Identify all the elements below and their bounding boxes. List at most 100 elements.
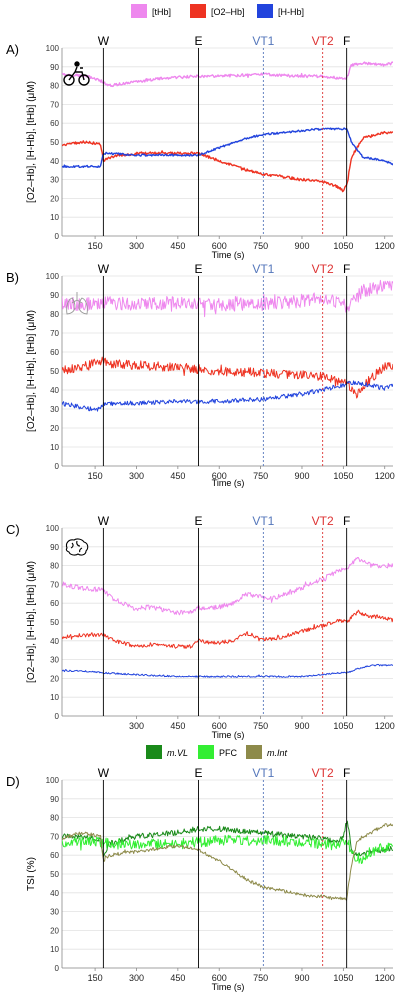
y-tick-label: 100 [46,776,60,785]
legend-swatch-vl [146,745,162,759]
marker-label: W [98,34,110,48]
x-tick-label: 750 [253,471,268,481]
y-tick-label: 10 [50,443,59,452]
legend-swatch-thb [131,4,147,18]
plot-area: 0 10 20 30 40 50 60 70 80 90 100 150 300 450 600 750 900… [46,34,395,251]
y-tick-label: 70 [50,580,59,589]
x-tick-label: 600 [212,721,227,731]
marker-label: VT2 [312,766,334,780]
y-tick-label: 90 [50,291,59,300]
series-line [62,61,393,88]
y-tick-label: 60 [50,851,59,860]
series-line [62,823,393,901]
marker-label: F [343,766,350,780]
x-tick-label: 600 [212,241,227,251]
y-tick-label: 0 [55,462,60,471]
y-tick-label: 100 [46,272,60,281]
x-tick-label: 300 [129,721,144,731]
brain-icon [65,538,89,556]
marker-label: VT1 [252,34,274,48]
y-axis-title: [O2–Hb], [H-Hb], [tHb] (μM) [26,310,37,432]
x-axis-title: Time (s) [212,730,245,740]
marker-label: W [98,766,110,780]
y-tick-label: 0 [55,712,60,721]
y-tick-label: 70 [50,329,59,338]
marker-label: E [195,766,203,780]
panel-label: D) [6,774,20,789]
x-tick-label: 150 [88,471,103,481]
series-group [62,557,393,678]
y-tick-label: 10 [50,213,59,222]
series-line [62,557,393,616]
x-tick-label: 450 [170,973,185,983]
panel-label: C) [6,522,20,537]
x-tick-label: 150 [88,241,103,251]
legend-swatch-hhb [257,4,273,18]
plot-area: 0 10 20 30 40 50 60 70 80 90 100 150 300 450 600 750 900… [46,766,395,983]
legend-top: [tHb] [O2–Hb] [H-Hb] [131,4,304,18]
y-axis-title: TSI (%) [26,857,37,891]
y-tick-label: 70 [50,832,59,841]
y-tick-label: 30 [50,908,59,917]
x-tick-label: 300 [129,241,144,251]
y-tick-label: 70 [50,100,59,109]
legend-swatch-int [246,745,262,759]
y-tick-label: 80 [50,814,59,823]
legend-bottom: m.VL PFC m.Int [146,745,288,759]
y-tick-label: 100 [46,524,60,533]
x-tick-label: 900 [294,471,309,481]
marker-label: F [343,514,350,528]
marker-label: VT1 [252,514,274,528]
plot-area: 0 10 20 30 40 50 60 70 80 90 100 150 300 450 600 750 900… [46,262,395,481]
y-axis-title: [O2–Hb], [H-Hb], [tHb] (μM) [26,81,37,203]
legend-label-o2hb: [O2–Hb] [211,7,245,17]
y-tick-label: 80 [50,82,59,91]
series-line [62,663,393,678]
series-group [62,279,393,412]
legend-item-int: m.Int [246,745,288,759]
marker-label: VT2 [312,514,334,528]
y-tick-label: 50 [50,618,59,627]
marker-label: VT1 [252,262,274,276]
y-tick-label: 20 [50,674,59,683]
series-line [62,279,393,318]
x-axis-title: Time (s) [212,250,245,260]
panel-c: C) [O2–Hb], [H-Hb], [tHb] (μM) Time (s) … [6,514,395,740]
y-tick-label: 100 [46,44,60,53]
x-tick-label: 900 [294,721,309,731]
x-tick-label: 1050 [333,241,353,251]
y-tick-label: 90 [50,795,59,804]
y-tick-label: 40 [50,386,59,395]
x-tick-label: 1050 [333,721,353,731]
y-tick-label: 60 [50,599,59,608]
panel-label: B) [6,270,19,285]
y-tick-label: 30 [50,405,59,414]
legend-label-thb: [tHb] [152,7,171,17]
x-tick-label: 750 [253,241,268,251]
y-tick-label: 80 [50,562,59,571]
series-group [62,820,393,901]
y-tick-label: 10 [50,693,59,702]
legend-swatch-o2hb [190,4,206,18]
x-axis-title: Time (s) [212,982,245,992]
y-tick-label: 40 [50,637,59,646]
legend-label-int: m.Int [267,748,288,758]
panel-b: B) [O2–Hb], [H-Hb], [tHb] (μM) Time (s) … [6,262,395,488]
y-tick-label: 50 [50,138,59,147]
y-tick-label: 90 [50,63,59,72]
marker-label: W [98,262,110,276]
y-tick-label: 10 [50,945,59,954]
x-tick-label: 450 [170,721,185,731]
y-tick-label: 40 [50,157,59,166]
y-axis-title: [O2–Hb], [H-Hb], [tHb] (μM) [26,561,37,683]
series-line [62,130,393,193]
marker-label: E [195,34,203,48]
legend-label-pfc: PFC [219,748,238,758]
marker-label: VT2 [312,262,334,276]
y-tick-label: 50 [50,870,59,879]
y-tick-label: 60 [50,348,59,357]
x-tick-label: 1200 [375,973,395,983]
marker-label: VT1 [252,766,274,780]
x-tick-label: 150 [88,973,103,983]
